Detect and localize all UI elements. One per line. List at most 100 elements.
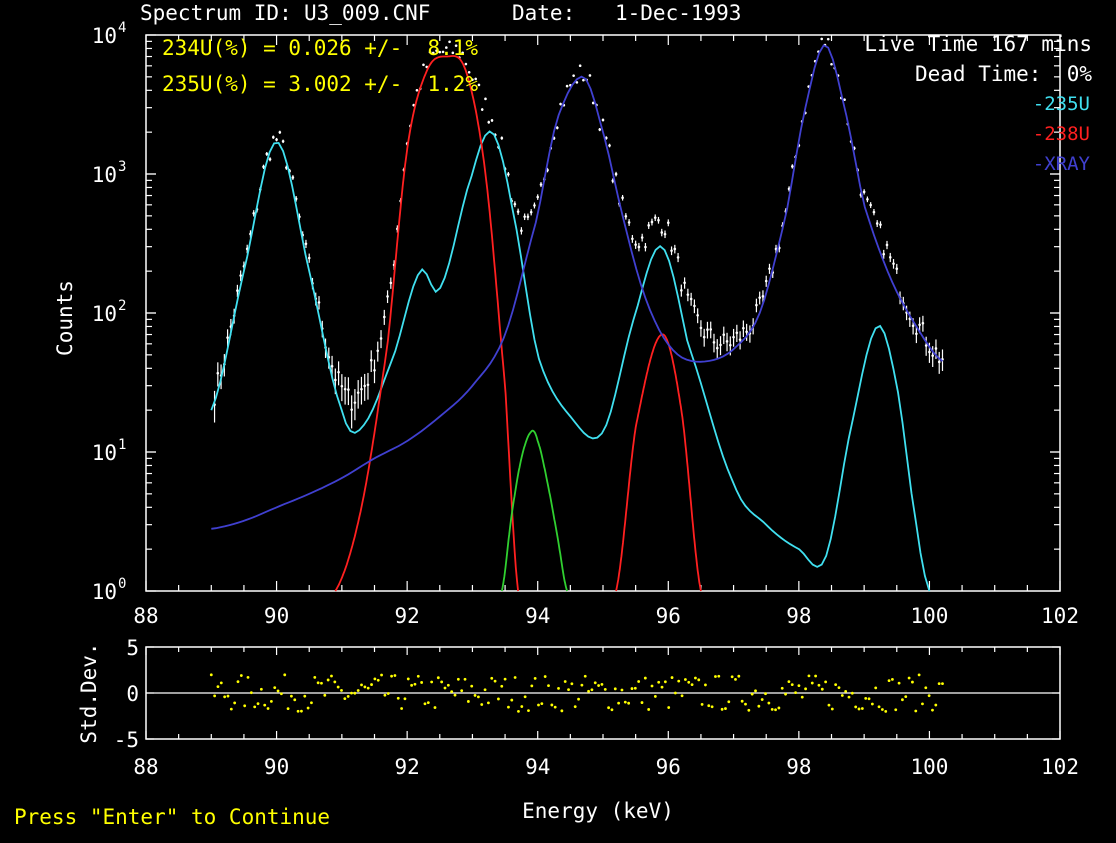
residual-point xyxy=(610,708,614,712)
data-point xyxy=(445,46,448,49)
data-point xyxy=(272,135,275,139)
residual-point xyxy=(420,681,424,684)
y-tick-label: 10 xyxy=(92,24,117,48)
residual-point xyxy=(714,675,717,678)
data-point xyxy=(226,336,229,339)
residual-x-tick-label: 92 xyxy=(394,755,419,779)
residual-point xyxy=(837,686,841,690)
residual-point xyxy=(306,706,310,710)
residual-point xyxy=(720,707,724,711)
residual-point xyxy=(376,678,380,682)
data-point xyxy=(454,44,458,47)
data-point xyxy=(347,388,350,391)
residual-point xyxy=(941,682,944,686)
continue-prompt[interactable]: Press "Enter" to Continue xyxy=(14,805,331,829)
data-point xyxy=(262,165,265,169)
residual-point xyxy=(630,687,634,690)
residual-point xyxy=(340,688,343,692)
residual-point xyxy=(670,676,674,679)
x-tick-label: 102 xyxy=(1041,604,1079,628)
data-point xyxy=(670,249,673,252)
residual-point xyxy=(336,685,340,689)
y-axis-label: Counts xyxy=(53,280,77,356)
residual-point xyxy=(640,701,644,704)
dead-time: Dead Time: 0% xyxy=(915,62,1092,86)
residual-point xyxy=(687,680,691,684)
residual-point xyxy=(406,677,410,681)
data-point xyxy=(653,216,657,219)
residual-point xyxy=(476,695,480,699)
residual-point xyxy=(547,684,550,688)
residual-point xyxy=(390,674,393,678)
residual-point xyxy=(730,675,734,679)
data-point xyxy=(415,88,419,92)
residual-point xyxy=(760,698,764,701)
data-point xyxy=(588,74,592,77)
residual-x-tick-label: 90 xyxy=(264,755,289,779)
residual-y-tick-labels: 5 0 -5 xyxy=(114,636,139,752)
residual-point xyxy=(280,692,283,696)
data-point xyxy=(928,350,931,354)
data-point xyxy=(278,130,282,134)
residual-point xyxy=(620,688,624,692)
x-tick-label: 88 xyxy=(133,604,158,628)
residual-point xyxy=(350,691,353,695)
data-point xyxy=(647,224,650,227)
data-point xyxy=(924,344,928,347)
data-point xyxy=(826,37,830,41)
data-point xyxy=(317,301,321,304)
residual-point xyxy=(830,707,834,711)
residual-point xyxy=(530,684,534,688)
residual-point xyxy=(613,687,617,691)
data-point xyxy=(441,50,445,54)
residual-point xyxy=(360,683,363,687)
data-point xyxy=(666,221,670,225)
data-point xyxy=(275,138,278,141)
data-point xyxy=(268,157,272,161)
residual-point xyxy=(650,684,654,688)
data-point xyxy=(464,62,468,66)
data-point xyxy=(304,242,308,246)
residual-point xyxy=(483,688,487,692)
curve-238u xyxy=(334,55,519,592)
result-235u: 235U(%) = 3.002 +/- 1.2% xyxy=(162,72,478,96)
data-point xyxy=(820,37,824,41)
data-point xyxy=(895,267,899,271)
residual-point xyxy=(226,694,230,698)
data-point xyxy=(516,210,520,213)
data-point xyxy=(533,204,536,207)
main-axis-ticks xyxy=(145,34,1061,592)
residual-point xyxy=(320,681,323,685)
residual-point xyxy=(209,673,213,677)
residual-point xyxy=(500,684,504,688)
data-point xyxy=(500,136,504,140)
residual-point xyxy=(383,693,387,697)
data-point xyxy=(911,324,915,328)
residual-point xyxy=(550,703,554,707)
data-point xyxy=(539,183,543,186)
residual-point xyxy=(891,678,894,681)
data-point xyxy=(598,128,602,131)
residual-point xyxy=(366,686,370,690)
residual-point xyxy=(413,682,417,686)
residual-point xyxy=(296,709,300,713)
data-point xyxy=(761,295,765,298)
data-point xyxy=(379,337,383,340)
residual-point xyxy=(563,680,567,683)
residual-point xyxy=(914,709,918,713)
residual-point xyxy=(573,705,577,709)
residual-point xyxy=(370,683,373,686)
data-point xyxy=(239,274,242,277)
data-point xyxy=(640,236,644,239)
residual-point xyxy=(637,680,641,683)
data-point xyxy=(330,364,334,368)
residual-point xyxy=(880,708,884,711)
data-point xyxy=(376,349,380,353)
data-point xyxy=(373,368,376,372)
residual-point xyxy=(804,687,807,691)
residual-point xyxy=(827,703,831,707)
residual-point xyxy=(600,683,604,686)
data-point xyxy=(572,74,575,77)
data-point xyxy=(758,296,761,299)
data-point xyxy=(931,354,934,357)
